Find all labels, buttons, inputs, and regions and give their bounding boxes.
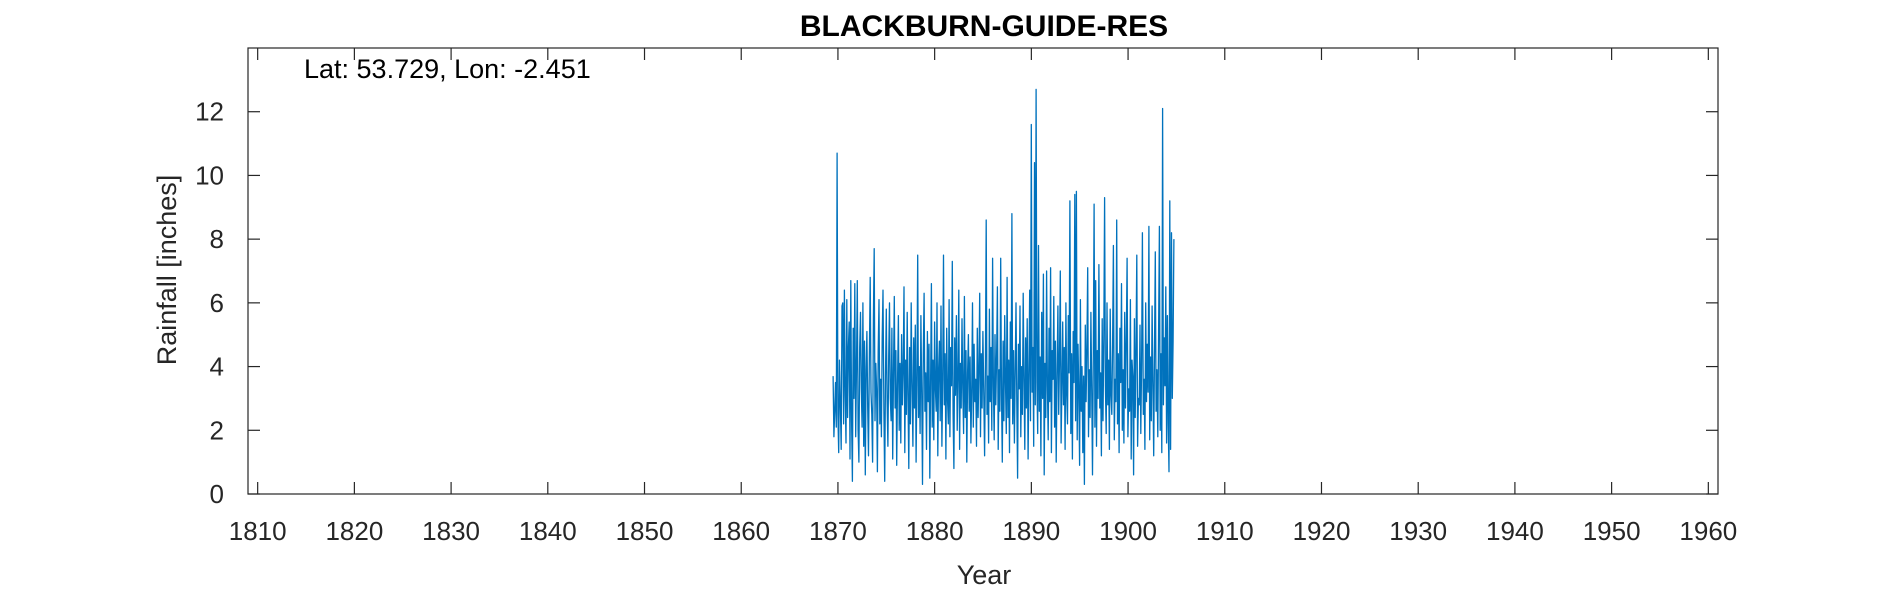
y-tick-label: 6 <box>210 288 224 318</box>
plot-area-frame <box>247 47 1719 495</box>
x-tick-label: 1920 <box>1293 516 1351 546</box>
x-tick-label: 1930 <box>1389 516 1447 546</box>
x-tick-label: 1910 <box>1196 516 1254 546</box>
x-axis-ticks: 1810 1820 1830 1840 1850 1860 1870 1880 1890 1900… <box>229 48 1737 546</box>
x-tick-label: 1830 <box>422 516 480 546</box>
x-tick-label: 1960 <box>1679 516 1737 546</box>
chart-title: BLACKBURN-GUIDE-RES <box>800 10 1168 43</box>
location-annotation: Lat: 53.729, Lon: -2.451 <box>304 54 591 84</box>
y-tick-label: 0 <box>210 479 224 509</box>
y-axis-ticks: 0 2 4 6 8 10 12 <box>195 97 1718 509</box>
x-axis-label: Year <box>957 560 1012 590</box>
y-tick-label: 8 <box>210 224 224 254</box>
y-tick-label: 10 <box>195 160 224 190</box>
x-tick-label: 1870 <box>809 516 867 546</box>
x-tick-label: 1840 <box>519 516 577 546</box>
x-tick-label: 1890 <box>1002 516 1060 546</box>
x-tick-label: 1900 <box>1099 516 1157 546</box>
series-layer <box>832 88 1175 486</box>
y-tick-label: 12 <box>195 97 224 127</box>
rainfall-series-line <box>832 88 1175 486</box>
x-tick-label: 1810 <box>229 516 287 546</box>
y-tick-label: 4 <box>210 352 224 382</box>
x-tick-label: 1860 <box>712 516 770 546</box>
x-tick-label: 1940 <box>1486 516 1544 546</box>
x-tick-label: 1880 <box>906 516 964 546</box>
y-tick-label: 2 <box>210 415 224 445</box>
x-tick-label: 1850 <box>616 516 674 546</box>
axes-box <box>247 47 1719 495</box>
x-tick-label: 1820 <box>325 516 383 546</box>
y-axis-label: Rainfall [inches] <box>152 175 182 366</box>
x-tick-label: 1950 <box>1583 516 1641 546</box>
